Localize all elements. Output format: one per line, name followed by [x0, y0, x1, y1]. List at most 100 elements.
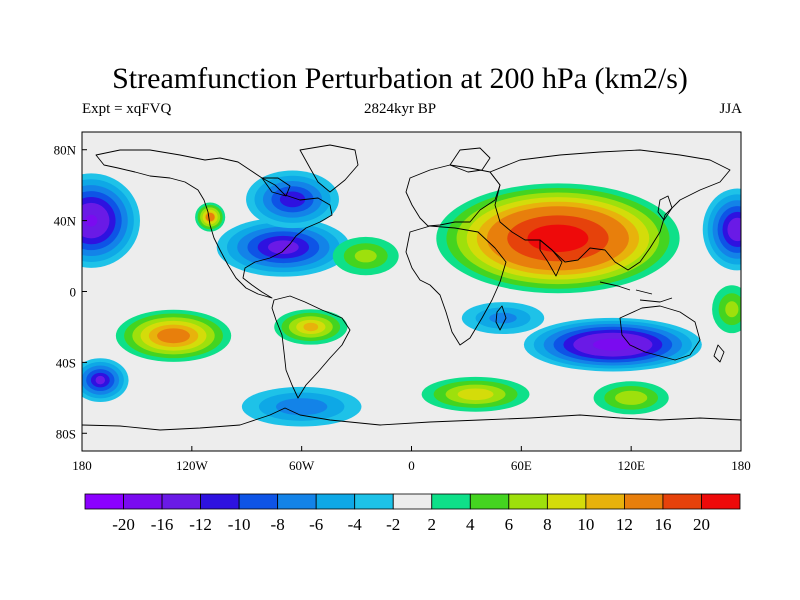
colorbar-swatch — [392, 493, 433, 510]
coast-madagascar — [495, 305, 507, 331]
colorbar-swatch — [315, 493, 356, 510]
contour-level — [303, 322, 319, 332]
colorbar-swatch — [277, 493, 317, 510]
contour-field — [82, 132, 741, 451]
contour-level — [527, 224, 589, 253]
y-tick-label: 80S — [56, 426, 76, 441]
coast-asia — [489, 149, 731, 271]
field-south-pacific-high — [115, 309, 232, 362]
experiment-label: Expt = xqFVQ — [82, 101, 172, 117]
contour-level — [615, 390, 648, 405]
field-southern-ocean-high-2 — [593, 381, 669, 415]
colorbar-label: -20 — [112, 515, 135, 534]
contour-level — [457, 388, 494, 401]
field-indian-ocean-low — [523, 317, 702, 372]
colorbar-label: -16 — [151, 515, 174, 534]
colorbar-swatch — [161, 493, 201, 510]
coast-antarctica — [82, 407, 741, 431]
season-label: JJA — [719, 101, 742, 117]
y-tick-label: 40N — [54, 214, 77, 229]
contour-level — [727, 217, 741, 242]
colorbar-swatch — [701, 493, 741, 510]
x-tick-label: 60W — [289, 458, 315, 473]
coast-scandinavia — [449, 147, 491, 173]
field-atlantic-high — [332, 236, 399, 276]
colorbar-label: 16 — [654, 515, 671, 534]
colorbar-label: -6 — [309, 515, 323, 534]
field-pacific-west-low — [702, 188, 741, 271]
field-pacific-east-high — [712, 285, 741, 334]
coast-greenland — [299, 144, 359, 193]
chart-title: Streamfunction Perturbation at 200 hPa (… — [112, 62, 688, 95]
y-tick-label: 0 — [70, 285, 77, 300]
colorbar-swatch — [546, 493, 587, 510]
colorbar-label: -12 — [189, 515, 212, 534]
x-tick-label: 120E — [617, 458, 645, 473]
coast-africa — [405, 225, 507, 346]
colorbar-label: 6 — [505, 515, 514, 534]
x-tick-label: 180 — [72, 458, 92, 473]
colorbar-swatch — [200, 493, 240, 510]
colorbar-swatch — [508, 493, 548, 510]
coast-europe — [405, 164, 501, 227]
colorbar-label: -10 — [228, 515, 251, 534]
colorbar-swatch — [662, 493, 702, 510]
colorbar-label: -4 — [348, 515, 363, 534]
colorbar-label: 8 — [543, 515, 552, 534]
contour-level — [205, 212, 215, 222]
x-tick-label: 180 — [731, 458, 751, 473]
colorbar-label: 10 — [577, 515, 594, 534]
colorbar-label: 4 — [466, 515, 475, 534]
field-southern-ocean-low — [241, 386, 362, 427]
coast-north-america — [95, 149, 333, 299]
contour-level — [593, 338, 633, 351]
y-tick-label: 40S — [56, 355, 76, 370]
field-canada-low — [246, 170, 339, 229]
colorbar-swatch — [469, 493, 510, 510]
x-tick-label: 0 — [408, 458, 415, 473]
colorbar-label: 2 — [428, 515, 437, 534]
coast-south-america — [271, 295, 351, 399]
x-tick-label: 120W — [176, 458, 209, 473]
coast-new-zealand — [713, 344, 725, 363]
colorbar-swatch — [238, 493, 279, 510]
colorbar-label: -8 — [271, 515, 285, 534]
colorbar: -20 -16 -12 -10 -8 -6 -4 -2 2 4 6 8 10 12 16 20 — [84, 493, 741, 534]
field-asia-high — [436, 183, 680, 294]
colorbar-swatch — [84, 493, 124, 510]
field-us-low — [216, 217, 350, 277]
contour-level — [95, 375, 106, 385]
coastlines — [82, 144, 741, 431]
colorbar-swatch — [123, 493, 163, 510]
field-pacific-small-high — [195, 202, 226, 232]
colorbar-label: 12 — [616, 515, 633, 534]
colorbar-swatch — [431, 493, 471, 510]
field-pacific-east-low — [82, 173, 140, 268]
field-far-south-pacific-low — [82, 358, 129, 402]
colorbar-label: 20 — [693, 515, 710, 534]
field-south-atlantic-high — [274, 309, 348, 345]
contour-level — [354, 249, 377, 263]
coast-australia — [619, 305, 701, 361]
coast-hudson-bay — [261, 177, 291, 197]
y-tick-label: 80N — [54, 143, 77, 158]
coast-india — [539, 239, 563, 277]
coast-indonesia — [599, 281, 673, 303]
contour-level — [267, 240, 299, 254]
colorbar-label: -2 — [386, 515, 400, 534]
contour-level — [489, 312, 517, 324]
colorbar-swatch — [585, 493, 625, 510]
field-africa-low — [461, 302, 545, 335]
time-label: 2824kyr BP — [363, 101, 437, 117]
contour-level — [725, 301, 739, 318]
axis-ticks: 180 120W 60W 0 60E 120E 180 80N 40N 0 40S 80S — [54, 143, 751, 473]
field-southern-ocean-high-1 — [421, 376, 530, 412]
colorbar-swatch — [624, 493, 664, 510]
x-tick-label: 60E — [511, 458, 532, 473]
contour-level — [157, 328, 191, 344]
colorbar-swatch — [354, 493, 394, 510]
contour-level — [276, 398, 328, 416]
coast-japan — [657, 195, 673, 221]
contour-level — [85, 214, 98, 227]
